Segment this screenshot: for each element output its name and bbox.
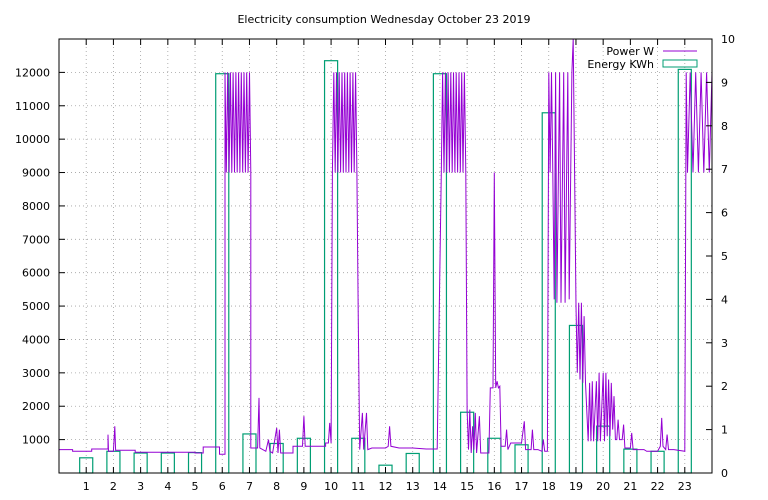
y-left-axis-ticks: 1000 2000 3000 4000 5000 6000 7000 8000 9000 1000… [15,66,65,447]
y-left-tick-label: 9000 [22,167,50,180]
x-tick-label: 21 [623,480,637,493]
x-tick-label: 1 [83,480,90,493]
x-tick-label: 16 [487,480,501,493]
y-right-tick-label: 10 [721,33,735,46]
x-tick-label: 15 [460,480,474,493]
legend-label-energy: Energy KWh [587,58,654,71]
y-left-tick-label: 7000 [22,233,50,246]
x-tick-label: 9 [300,480,307,493]
y-right-tick-label: 9 [721,76,728,89]
y-right-tick-label: 5 [721,250,728,263]
x-tick-label: 4 [164,480,171,493]
y-right-tick-label: 2 [721,380,728,393]
x-tick-label: 8 [273,480,280,493]
x-tick-label: 20 [596,480,610,493]
x-tick-label: 11 [351,480,365,493]
x-tick-label: 3 [137,480,144,493]
x-tick-label: 14 [433,480,447,493]
y-right-tick-label: 1 [721,424,728,437]
x-tick-label: 23 [678,480,692,493]
y-right-tick-label: 3 [721,337,728,350]
x-tick-label: 12 [379,480,393,493]
x-tick-label: 22 [651,480,665,493]
x-tick-label: 17 [515,480,529,493]
y-left-tick-label: 1000 [22,434,50,447]
y-left-tick-label: 8000 [22,200,50,213]
y-right-tick-label: 4 [721,293,728,306]
chart-title: Electricity consumption Wednesday Octobe… [237,13,530,26]
x-tick-label: 2 [110,480,117,493]
x-axis-ticks: 1 2 3 4 5 6 7 8 9 10 11 12 13 14 15 16 17 18 19 20 21 22 23 [83,39,692,493]
x-tick-label: 13 [406,480,420,493]
series-power-w [59,38,713,455]
y-right-tick-label: 0 [721,467,728,480]
y-left-tick-label: 3000 [22,367,50,380]
y-right-tick-label: 8 [721,120,728,133]
legend-label-power: Power W [606,45,654,58]
y-left-tick-label: 2000 [22,400,50,413]
y-right-tick-label: 6 [721,207,728,220]
x-tick-label: 6 [219,480,226,493]
y-left-tick-label: 11000 [15,100,50,113]
legend-swatch-energy [662,59,698,68]
x-tick-label: 7 [246,480,253,493]
y-left-tick-label: 6000 [22,267,50,280]
y-right-axis-ticks: 0 1 2 3 4 5 6 7 8 9 10 [706,33,735,480]
legend: Power W Energy KWh [587,45,698,71]
power-line [59,38,713,455]
y-right-tick-label: 7 [721,163,728,176]
y-left-tick-label: 5000 [22,300,50,313]
y-left-tick-label: 4000 [22,333,50,346]
x-tick-label: 5 [192,480,199,493]
x-tick-label: 10 [324,480,338,493]
x-tick-label: 18 [542,480,556,493]
x-tick-label: 19 [569,480,583,493]
y-left-tick-label: 10000 [15,133,50,146]
y-left-tick-label: 12000 [15,66,50,79]
